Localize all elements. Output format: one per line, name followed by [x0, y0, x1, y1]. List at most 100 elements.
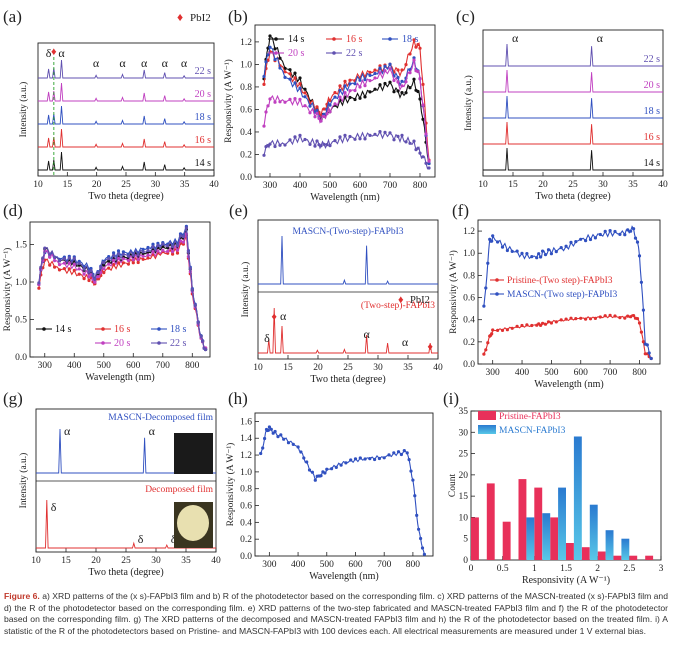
- data-point: [383, 130, 387, 134]
- y-axis-label: Intensity (a.u.): [18, 453, 29, 509]
- x-tick-label: 700: [603, 368, 618, 378]
- data-point: [310, 470, 314, 474]
- data-point: [89, 269, 93, 273]
- data-point: [415, 513, 419, 518]
- data-point: [584, 239, 588, 243]
- x-tick-label: 400: [291, 560, 306, 570]
- data-point: [116, 261, 121, 265]
- histogram-bar: [542, 513, 551, 560]
- data-point: [259, 451, 263, 456]
- data-point: [293, 135, 297, 139]
- data-point: [412, 77, 416, 81]
- y-tick-label: 35: [459, 407, 469, 417]
- data-point: [378, 130, 382, 134]
- xrd-trace: [483, 147, 663, 171]
- data-point: [421, 155, 425, 159]
- data-point: [293, 76, 297, 80]
- x-tick-label: 2.5: [623, 564, 635, 574]
- data-point: [396, 75, 400, 80]
- y-tick-label: 0.0: [240, 552, 252, 562]
- data-point: [382, 456, 386, 460]
- data-point: [308, 111, 312, 115]
- data-point: [574, 240, 578, 244]
- data-point: [263, 436, 267, 441]
- peak-label: α: [181, 56, 188, 70]
- data-point: [283, 143, 287, 147]
- data-point: [161, 248, 165, 252]
- data-point: [427, 159, 431, 163]
- data-point: [141, 254, 145, 258]
- data-point: [388, 67, 392, 71]
- series-label: MASCN-(Two-step)-FAPbI3: [292, 226, 403, 237]
- data-point: [262, 82, 266, 86]
- data-point: [269, 427, 273, 431]
- histogram-bar: [621, 538, 630, 560]
- xrd-trace: [38, 59, 214, 79]
- series-label: 14 s: [195, 158, 212, 169]
- data-point: [77, 267, 81, 271]
- data-point: [400, 84, 404, 88]
- data-point: [196, 321, 200, 325]
- data-point: [363, 457, 367, 461]
- x-tick-label: 0.5: [497, 564, 509, 574]
- data-point: [171, 250, 175, 254]
- data-point: [141, 250, 145, 254]
- x-tick-label: 10: [33, 180, 43, 190]
- y-tick-label: 0.8: [240, 83, 252, 93]
- histogram-bar: [566, 543, 574, 560]
- panel-e: 10 15 20 25 30 35 40 Two theta (degree) Intensit…: [229, 201, 443, 385]
- x-tick-label: 300: [38, 361, 53, 371]
- data-point: [77, 272, 81, 276]
- x-tick-label: 600: [348, 560, 363, 570]
- data-point: [484, 286, 488, 290]
- data-point: [116, 256, 121, 260]
- data-point: [387, 453, 391, 457]
- data-point: [424, 161, 428, 165]
- data-point: [368, 70, 372, 74]
- data-point: [175, 248, 180, 252]
- peak-label: α: [363, 327, 370, 341]
- data-point: [107, 259, 111, 263]
- legend-marker: [42, 327, 46, 331]
- x-axis-label: Two theta (degree): [310, 374, 385, 385]
- data-point: [373, 68, 377, 72]
- data-point: [537, 252, 541, 256]
- data-point: [635, 317, 640, 321]
- x-axis-label: Responsivity (A W⁻¹): [522, 575, 610, 585]
- data-point: [112, 251, 116, 255]
- data-point: [404, 63, 408, 67]
- data-point: [96, 271, 100, 275]
- x-tick-label: 35: [628, 180, 638, 190]
- data-point: [383, 81, 387, 86]
- data-point: [322, 142, 326, 146]
- data-point: [520, 323, 524, 328]
- data-point: [392, 138, 396, 142]
- plot-frame: [37, 42, 215, 177]
- x-tick-label: 30: [151, 180, 161, 190]
- panel-b: 300 400 500 600 700 800 0.0 0.2 0.4 0.6 0.8 1.0 1.2 W…: [223, 7, 436, 203]
- y-tick-label: 0.0: [463, 360, 475, 370]
- data-point: [264, 60, 268, 64]
- data-point: [62, 261, 66, 265]
- data-point: [264, 110, 268, 114]
- data-point: [421, 82, 425, 86]
- data-point: [199, 335, 203, 339]
- data-point: [363, 78, 367, 82]
- data-point: [554, 250, 558, 254]
- x-tick-label: 40: [433, 363, 443, 373]
- legend-marker: [157, 327, 161, 331]
- legend-marker: [388, 37, 392, 41]
- data-point: [193, 303, 197, 308]
- x-tick-label: 1: [532, 564, 537, 574]
- data-point: [418, 97, 422, 101]
- data-point: [276, 435, 280, 439]
- y-tick-label: 0.6: [463, 294, 475, 304]
- data-point: [57, 263, 62, 267]
- legend-marker: [332, 37, 336, 41]
- data-point: [637, 321, 642, 325]
- series-line: [483, 313, 652, 360]
- series-line: [260, 426, 425, 555]
- x-tick-label: 40: [209, 180, 219, 190]
- data-point: [293, 97, 297, 101]
- x-tick-label: 40: [211, 556, 221, 566]
